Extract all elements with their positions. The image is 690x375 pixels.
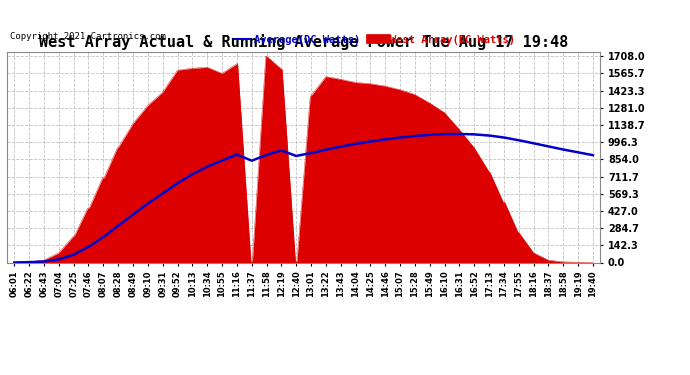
Text: Copyright 2021 Cartronics.com: Copyright 2021 Cartronics.com — [10, 32, 166, 41]
Legend: Average(DC Watts), West Array(DC Watts): Average(DC Watts), West Array(DC Watts) — [230, 30, 520, 49]
Title: West Array Actual & Running Average Power Tue Aug 17 19:48: West Array Actual & Running Average Powe… — [39, 34, 569, 50]
